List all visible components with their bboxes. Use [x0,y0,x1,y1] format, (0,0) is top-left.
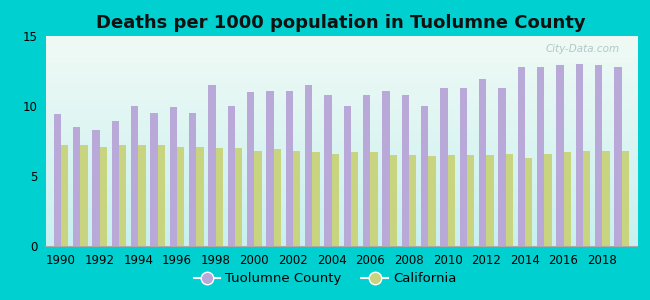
Bar [602,151,610,246]
Bar [266,91,274,246]
Bar [92,130,99,246]
Bar [138,145,146,246]
Bar [389,155,397,246]
Bar [506,154,513,246]
Bar [428,156,436,246]
Bar [170,107,177,246]
Bar [196,147,203,246]
Bar [305,85,312,246]
Bar [621,151,629,246]
Title: Deaths per 1000 population in Tuolumne County: Deaths per 1000 population in Tuolumne C… [96,14,586,32]
Bar [344,106,351,246]
Bar [131,106,138,246]
Bar [324,95,332,246]
Bar [332,154,339,246]
Bar [525,158,532,246]
Bar [235,148,242,246]
Bar [421,106,428,246]
Bar [285,91,293,246]
Text: City-Data.com: City-Data.com [545,44,619,54]
Bar [537,67,544,246]
Legend: Tuolumne County, California: Tuolumne County, California [188,267,462,290]
Bar [583,151,590,246]
Bar [564,152,571,246]
Bar [370,152,378,246]
Bar [382,91,389,246]
Bar [53,114,61,246]
Bar [556,65,564,246]
Bar [73,127,81,246]
Bar [208,85,216,246]
Bar [177,147,185,246]
Bar [363,95,370,246]
Bar [119,145,126,246]
Bar [614,67,621,246]
Bar [448,155,455,246]
Bar [544,154,552,246]
Bar [81,145,88,246]
Bar [61,145,68,246]
Bar [486,155,493,246]
Bar [595,65,602,246]
Bar [440,88,448,246]
Bar [150,113,157,246]
Bar [498,88,506,246]
Bar [575,64,583,246]
Bar [402,95,409,246]
Bar [517,67,525,246]
Bar [460,88,467,246]
Bar [312,152,320,246]
Bar [254,151,261,246]
Bar [112,122,119,246]
Bar [189,113,196,246]
Bar [99,147,107,246]
Bar [351,152,358,246]
Bar [274,149,281,246]
Bar [467,155,474,246]
Bar [157,145,165,246]
Bar [409,155,416,246]
Bar [247,92,254,246]
Bar [293,151,300,246]
Bar [479,80,486,246]
Bar [216,148,223,246]
Bar [227,106,235,246]
